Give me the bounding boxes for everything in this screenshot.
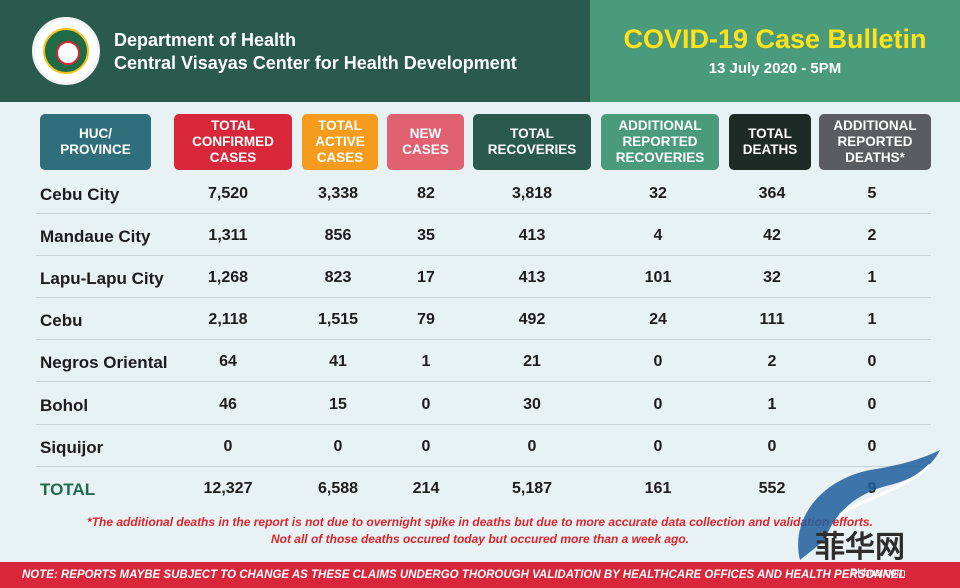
table-cell: 413 xyxy=(518,269,546,286)
org-name: Department of Health xyxy=(114,30,297,50)
table-cell: 0 xyxy=(421,396,431,413)
table-cell: 4 xyxy=(653,227,663,244)
row-separator xyxy=(36,466,931,467)
column-header-5: ADDITIONAL REPORTED RECOVERIES xyxy=(601,114,719,170)
total-cell: 5,187 xyxy=(511,480,553,497)
table-cell: 0 xyxy=(653,438,663,455)
table-cell: 1 xyxy=(867,311,877,328)
watermark-text: 菲华网 xyxy=(815,530,905,565)
table-cell: 15 xyxy=(329,396,347,413)
table-cell: 79 xyxy=(417,311,435,328)
table-cell: 492 xyxy=(518,311,546,328)
table-cell: 5 xyxy=(867,185,877,202)
column-header-4: TOTAL RECOVERIES xyxy=(473,114,591,170)
table-cell: 82 xyxy=(417,185,435,202)
row-separator xyxy=(36,381,931,382)
table-cell: 0 xyxy=(421,438,431,455)
table-cell: 17 xyxy=(417,269,435,286)
row-name: Mandaue City xyxy=(40,227,151,246)
table-cell: 2 xyxy=(767,353,777,370)
bulletin-box xyxy=(590,0,960,102)
table-cell: 364 xyxy=(758,185,786,202)
table-cell: 7,520 xyxy=(207,185,249,202)
total-cell: 552 xyxy=(758,480,786,497)
table-cell: 21 xyxy=(523,353,541,370)
table-cell: 2,118 xyxy=(208,311,248,328)
table-cell: 42 xyxy=(763,227,781,244)
table-cell: 30 xyxy=(523,396,541,413)
table-cell: 41 xyxy=(329,353,347,370)
column-header-7: ADDITIONAL REPORTED DEATHS* xyxy=(819,114,931,170)
row-name: Cebu City xyxy=(40,185,120,204)
table-cell: 64 xyxy=(219,353,237,370)
row-name: Bohol xyxy=(40,396,89,415)
watermark-url: Phhua.com xyxy=(850,567,906,579)
row-name: Cebu xyxy=(40,311,83,330)
table-cell: 3,818 xyxy=(511,185,553,202)
row-separator xyxy=(36,255,931,256)
row-separator xyxy=(36,213,931,214)
table-cell: 1,311 xyxy=(208,227,248,244)
table-cell: 1 xyxy=(867,269,877,286)
column-header-0: HUC/ PROVINCE xyxy=(40,114,151,170)
table-cell: 0 xyxy=(867,438,877,455)
row-separator xyxy=(36,297,931,298)
row-name: Lapu-Lapu City xyxy=(40,269,164,288)
table-cell: 32 xyxy=(649,185,667,202)
table-cell: 1 xyxy=(767,396,777,413)
table-cell: 2 xyxy=(867,227,877,244)
table-cell: 823 xyxy=(324,269,352,286)
column-header-2: TOTAL ACTIVE CASES xyxy=(302,114,378,170)
table-cell: 0 xyxy=(867,353,877,370)
table-cell: 32 xyxy=(763,269,781,286)
table-cell: 0 xyxy=(867,396,877,413)
footnote-line1: *The additional deaths in the report is … xyxy=(87,515,873,529)
table-cell: 0 xyxy=(653,396,663,413)
footnote-line2: Not all of those deaths occured today bu… xyxy=(270,532,690,546)
table-cell: 111 xyxy=(759,311,785,328)
table-cell: 46 xyxy=(219,396,237,413)
table-cell: 101 xyxy=(644,269,672,286)
total-cell: 12,327 xyxy=(203,480,253,497)
table-cell: 1,515 xyxy=(317,311,359,328)
table-cell: 1,268 xyxy=(207,269,249,286)
table-cell: 856 xyxy=(324,227,352,244)
column-header-1: TOTAL CONFIRMED CASES xyxy=(174,114,292,170)
row-name: Siquijor xyxy=(40,438,104,457)
doh-seal-icon xyxy=(32,17,100,85)
table-cell: 35 xyxy=(417,227,435,244)
bulletin-date: 13 July 2020 - 5PM xyxy=(708,60,842,77)
table-cell: 0 xyxy=(223,438,233,455)
total-label: TOTAL xyxy=(40,480,96,499)
total-cell: 161 xyxy=(644,480,672,497)
column-header-6: TOTAL DEATHS xyxy=(729,114,811,170)
table-cell: 24 xyxy=(649,311,667,328)
table-cell: 1 xyxy=(421,353,431,370)
total-cell: 214 xyxy=(412,480,440,497)
total-cell: 6,588 xyxy=(317,480,359,497)
note-bar: NOTE: REPORTS MAYBE SUBJECT TO CHANGE AS… xyxy=(0,562,960,588)
row-separator xyxy=(36,424,931,425)
table-cell: 413 xyxy=(518,227,546,244)
table-cell: 0 xyxy=(653,353,663,370)
row-separator xyxy=(36,339,931,340)
note-text: NOTE: REPORTS MAYBE SUBJECT TO CHANGE AS… xyxy=(22,569,906,581)
table-cell: 3,338 xyxy=(317,185,359,202)
table-cell: 0 xyxy=(333,438,343,455)
total-cell: 9 xyxy=(867,480,877,497)
org-subname: Central Visayas Center for Health Develo… xyxy=(114,53,517,73)
row-name: Negros Oriental xyxy=(40,353,168,372)
table-cell: 0 xyxy=(767,438,777,455)
column-header-3: NEW CASES xyxy=(387,114,464,170)
table-cell: 0 xyxy=(527,438,537,455)
bulletin-title: COVID-19 Case Bulletin xyxy=(623,24,927,54)
